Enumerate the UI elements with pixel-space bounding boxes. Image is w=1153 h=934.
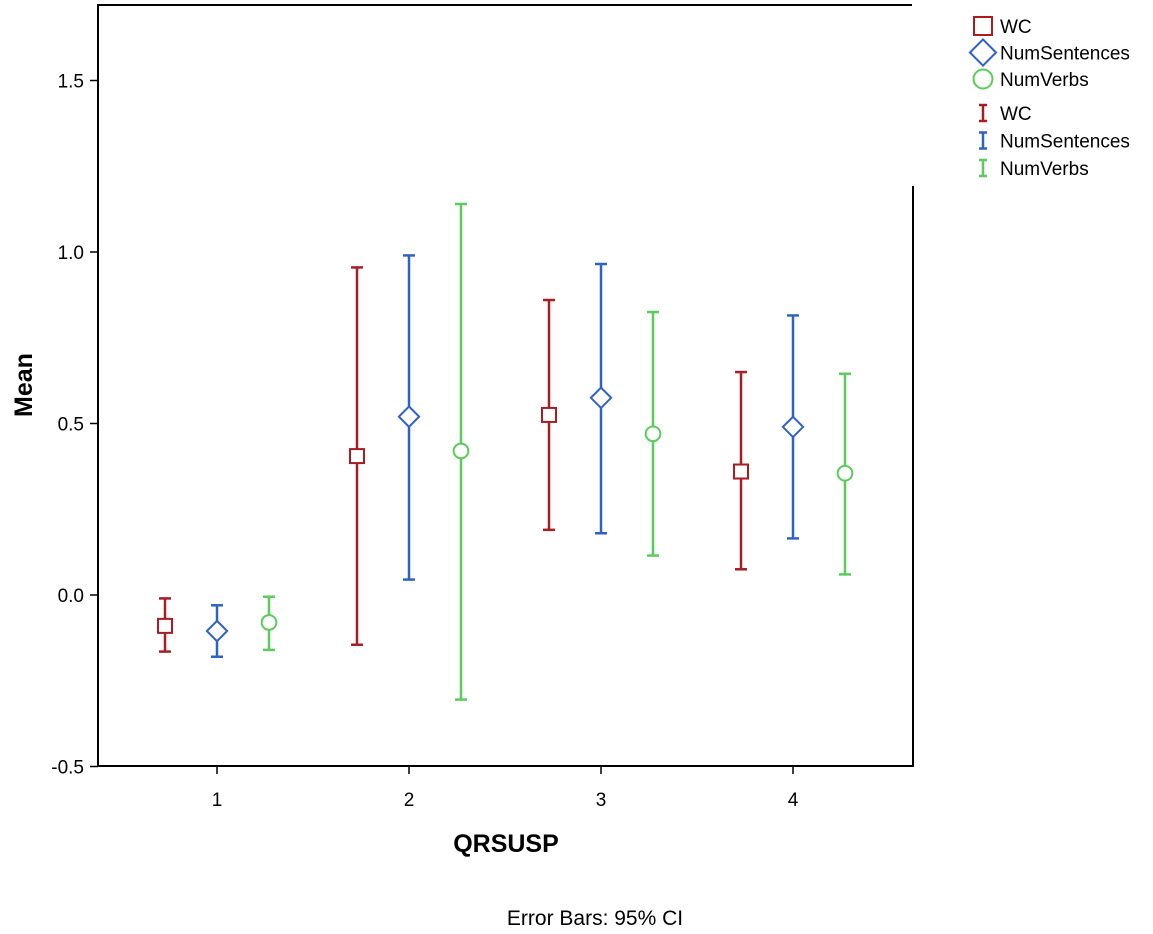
y-axis-title: Mean: [10, 353, 38, 417]
mean-markers: [157, 386, 854, 643]
mean-marker-numverbs: [260, 614, 278, 631]
mean-marker-wc: [733, 463, 749, 480]
legend-item-marker-wc: WC: [973, 16, 1032, 38]
x-tick-label: 3: [596, 790, 607, 811]
x-axis-title: QRSUSP: [453, 830, 559, 858]
mean-marker-numsentences: [589, 386, 613, 410]
legend-item-errorbar-numverbs: NumVerbs: [979, 158, 1089, 180]
mean-marker-wc: [157, 617, 173, 634]
legend-label: NumVerbs: [1000, 70, 1089, 91]
y-tick-label: -0.5: [51, 758, 84, 779]
mean-marker-numverbs: [836, 464, 854, 482]
x-axis: 1 2 3 4: [212, 766, 799, 811]
legend-background: [912, 0, 1153, 186]
legend-item-marker-numsentences: NumSentences: [968, 38, 1130, 67]
y-axis: -0.5 0.0 0.5 1.0 1.5: [51, 72, 98, 779]
legend-symbol-square: [973, 16, 993, 36]
legend-item-marker-numverbs: NumVerbs: [972, 68, 1089, 91]
y-tick-label: 1.0: [58, 243, 84, 264]
legend-label: WC: [1000, 104, 1032, 125]
legend-item-errorbar-wc: WC: [979, 103, 1032, 125]
legend-label: NumSentences: [1000, 132, 1130, 153]
x-tick-label: 1: [212, 790, 223, 811]
y-tick-label: 1.5: [58, 72, 84, 93]
mean-marker-numverbs: [452, 442, 470, 460]
legend-label: NumSentences: [1000, 44, 1130, 65]
mean-marker-wc: [541, 406, 557, 423]
y-tick-label: 0.5: [58, 415, 84, 436]
mean-marker-numsentences: [781, 415, 805, 439]
legend-label: WC: [1000, 17, 1032, 38]
legend-symbol-diamond: [968, 38, 998, 67]
legend-label: NumVerbs: [1000, 159, 1089, 180]
x-tick-label: 2: [404, 790, 415, 811]
mean-marker-wc: [349, 448, 365, 465]
mean-marker-numsentences: [205, 619, 229, 643]
plot-frame: [97, 4, 914, 767]
mean-marker-numverbs: [644, 425, 662, 443]
legend-symbol-circle: [972, 68, 994, 90]
mean-marker-numsentences: [397, 405, 421, 429]
legend-item-errorbar-numsentences: NumSentences: [979, 131, 1130, 153]
legend: WC NumSentences NumVerbs WC NumSentences NumV…: [912, 0, 1153, 186]
error-bars-footnote: Error Bars: 95% CI: [507, 907, 683, 930]
y-tick-label: 0.0: [58, 586, 84, 607]
x-tick-label: 4: [788, 790, 799, 811]
